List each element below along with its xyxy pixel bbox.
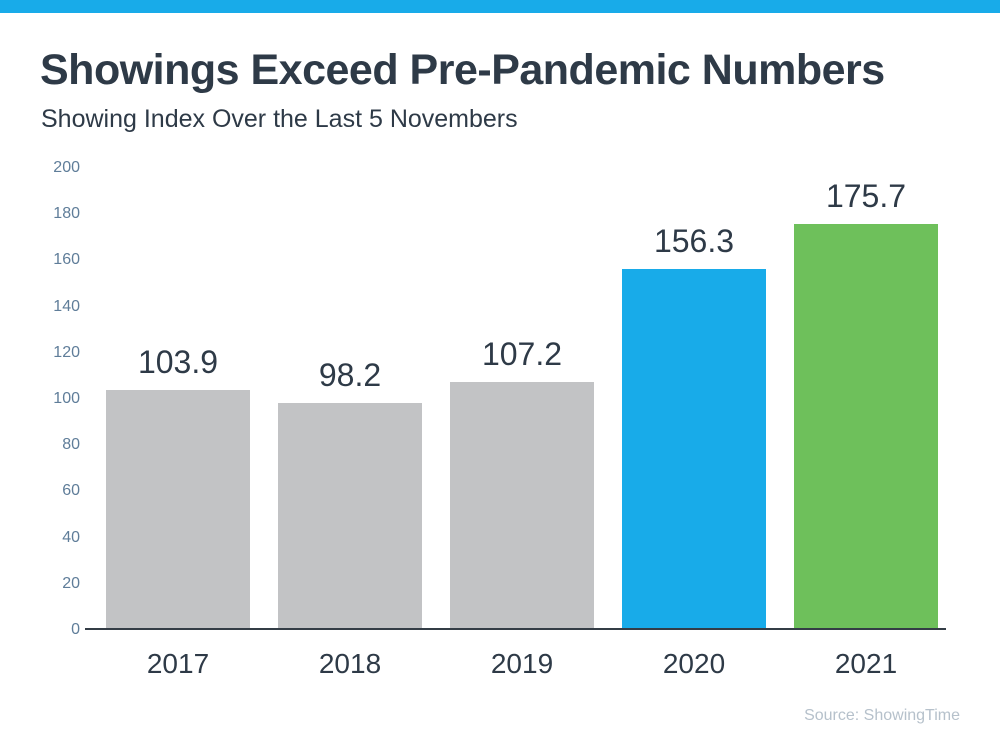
bar-value-label: 98.2	[318, 357, 382, 394]
x-axis-line	[85, 628, 946, 630]
x-tick-label: 2021	[834, 648, 898, 679]
source-attribution: Source: ShowingTime	[804, 707, 960, 724]
y-tick-label: 60	[62, 482, 80, 500]
y-tick-label: 140	[53, 297, 80, 315]
bar-value-label: 103.9	[137, 344, 219, 380]
y-tick-label: 120	[53, 343, 80, 361]
y-tick-label: 0	[71, 621, 80, 638]
y-tick-label: 80	[62, 436, 80, 454]
x-tick-label: 2017	[146, 648, 210, 679]
x-tick-label: 2019	[490, 648, 554, 679]
bar-2018	[278, 403, 422, 630]
x-tick-label: 2020	[662, 648, 726, 679]
bar-value-label: 175.7	[825, 178, 907, 215]
bar-2017	[106, 390, 250, 630]
x-tick-label: 2018	[318, 648, 382, 679]
y-tick-label: 100	[53, 390, 80, 407]
bar-value-label: 107.2	[481, 336, 563, 373]
bar-2021	[794, 224, 938, 630]
chart-subtitle: Showing Index Over the Last 5 Novembers	[41, 105, 518, 133]
y-tick-label: 200	[53, 159, 80, 176]
bar-value-label: 156.3	[653, 222, 735, 259]
y-tick-label: 40	[62, 528, 80, 546]
top-accent-bar	[0, 0, 1000, 13]
bar-2019	[450, 382, 594, 630]
y-tick-label: 20	[62, 574, 80, 592]
y-tick-label: 180	[53, 205, 80, 223]
bar-2020	[622, 268, 766, 630]
page-title: Showings Exceed Pre-Pandemic Numbers	[40, 46, 885, 94]
y-tick-label: 160	[53, 251, 80, 269]
